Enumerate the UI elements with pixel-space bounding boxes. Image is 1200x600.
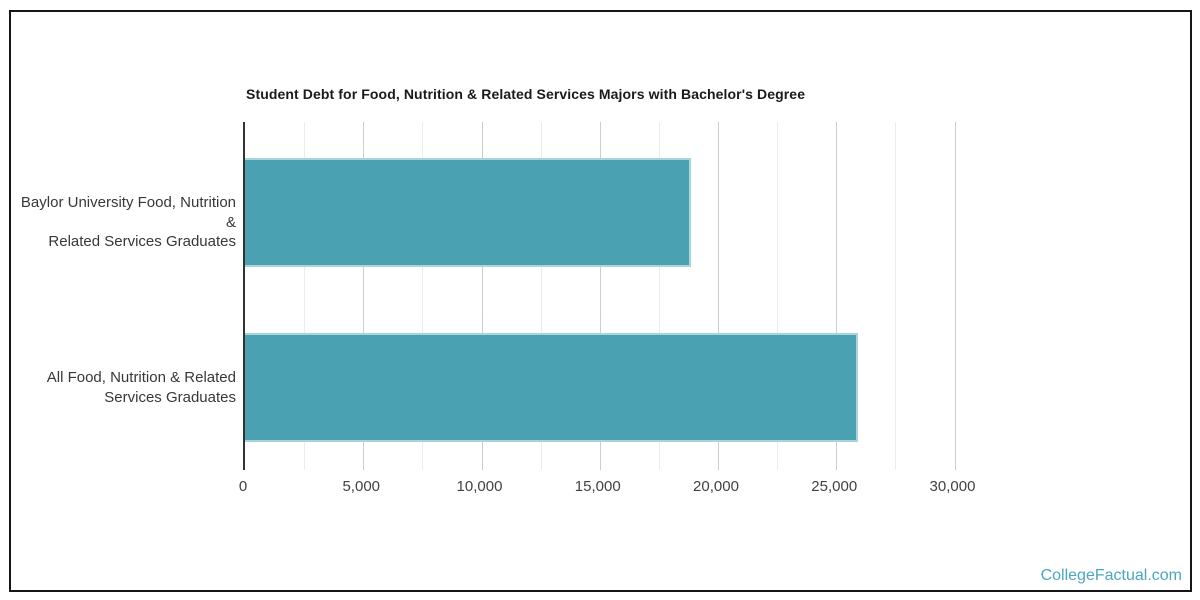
bar-1 xyxy=(245,333,859,442)
x-tick-label: 30,000 xyxy=(929,478,976,495)
minor-gridline xyxy=(422,122,424,470)
x-tick-label: 15,000 xyxy=(574,478,621,495)
chart-title: Student Debt for Food, Nutrition & Relat… xyxy=(246,86,806,102)
category-label-baylor: Baylor University Food, Nutrition & Rela… xyxy=(18,193,236,252)
x-tick-label: 25,000 xyxy=(811,478,858,495)
category-label-line: Baylor University Food, Nutrition & xyxy=(20,194,236,231)
bar-0 xyxy=(245,158,691,267)
minor-gridline xyxy=(540,122,542,470)
minor-gridline xyxy=(895,122,897,470)
collegefactual-watermark-link[interactable]: CollegeFactual.com xyxy=(1040,567,1182,584)
x-tick-label: 0 xyxy=(238,478,248,495)
x-tick-label: 10,000 xyxy=(456,478,503,495)
category-label-line: Related Services Graduates xyxy=(48,233,236,250)
minor-gridline xyxy=(304,122,306,470)
category-label-line: All Food, Nutrition & Related xyxy=(46,369,236,386)
x-tick-label: 20,000 xyxy=(693,478,739,495)
plot-area xyxy=(243,122,1044,470)
major-gridline xyxy=(363,122,365,470)
major-gridline xyxy=(954,122,956,470)
major-gridline xyxy=(836,122,838,470)
category-label-line: Services Graduates xyxy=(104,388,236,406)
major-gridline xyxy=(718,122,719,470)
x-tick-label: 5,000 xyxy=(342,478,381,495)
category-label-all-graduates: All Food, Nutrition & Related Services G… xyxy=(18,368,236,407)
minor-gridline xyxy=(777,122,779,470)
minor-gridline xyxy=(658,122,660,470)
major-gridline xyxy=(599,122,601,470)
major-gridline xyxy=(481,122,483,470)
